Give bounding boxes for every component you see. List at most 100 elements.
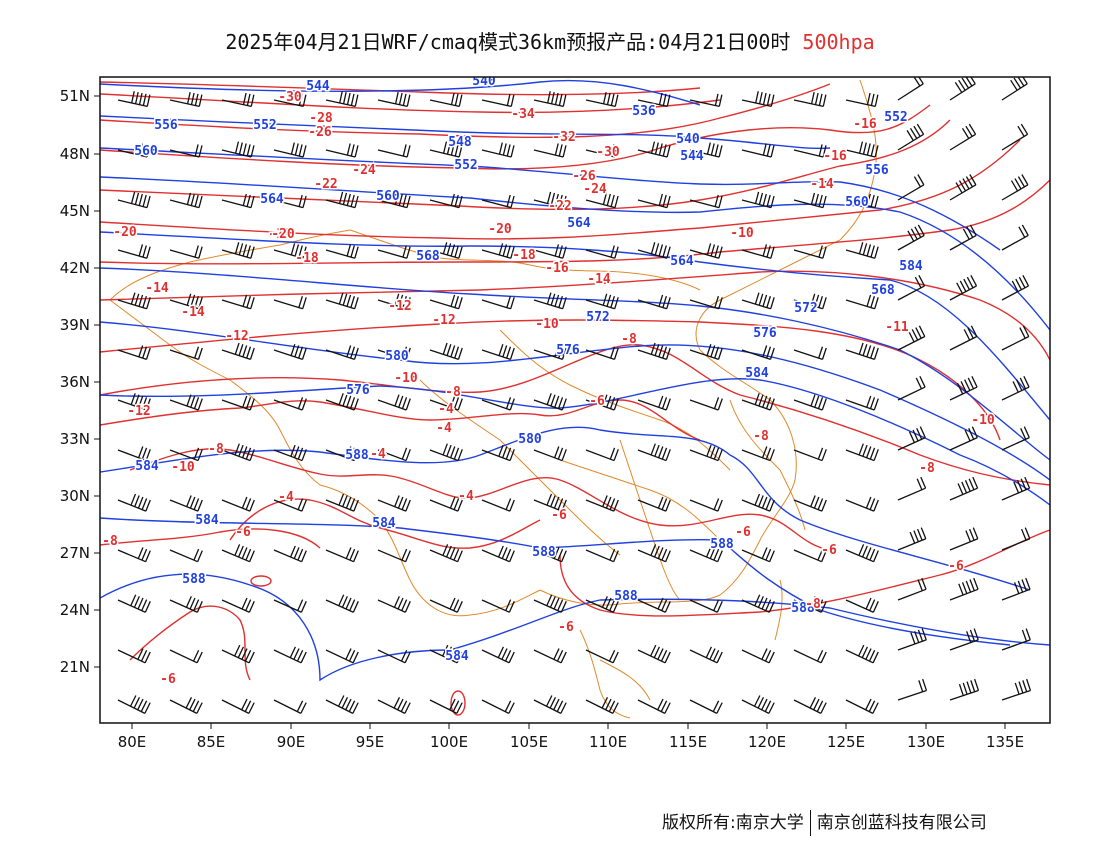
wind-barb (1001, 678, 1032, 701)
wind-barb (117, 143, 151, 158)
lat-tick-label: 21N (60, 658, 90, 676)
temperature-isotherm (450, 690, 466, 716)
wind-barb (273, 194, 307, 209)
wind-barb (273, 545, 307, 563)
wind-barb (481, 142, 515, 158)
lon-tick-label: 125E (827, 733, 865, 751)
wind-barb (897, 275, 926, 301)
wind-barb (793, 346, 827, 361)
temperature-isotherm (100, 319, 1001, 441)
temperature-contour-label: -28 (309, 111, 333, 126)
wind-barb (169, 192, 203, 209)
wind-barb (533, 446, 567, 462)
wind-barb (429, 342, 463, 361)
wind-barb (533, 191, 567, 209)
height-contour-label: 556 (154, 118, 178, 133)
wind-barb (325, 91, 359, 108)
height-contour-label: 584 (745, 366, 769, 381)
wind-barb (741, 547, 775, 563)
temperature-contour-label: -26 (572, 169, 596, 184)
lat-tick-label: 51N (60, 87, 90, 105)
pressure-level-label: 500hpa (802, 30, 875, 54)
wind-barb (793, 293, 827, 310)
wind-barb (221, 496, 255, 512)
height-contour-label: 560 (845, 195, 869, 210)
wind-barb (845, 544, 879, 563)
boundary-line (579, 629, 631, 719)
wind-barb (741, 594, 775, 613)
wind-barb (169, 548, 203, 563)
wind-barb (169, 596, 203, 613)
temperature-contour-label: -32 (552, 130, 575, 145)
wind-barb (637, 193, 671, 209)
height-contour (100, 573, 1050, 682)
temperature-contour-label: -16 (545, 261, 569, 276)
wind-barb (585, 596, 619, 613)
wind-barb (689, 444, 723, 462)
wind-barb (273, 397, 307, 411)
temperature-contour-label: -12 (225, 329, 248, 344)
wind-barb (793, 192, 827, 209)
temperature-contour-label: -22 (314, 177, 337, 192)
lat-tick-label: 39N (60, 316, 90, 334)
wind-barb (377, 346, 411, 361)
lon-tick-label: 95E (356, 733, 385, 751)
wind-barb (325, 143, 359, 158)
temperature-contour-label: -8 (102, 534, 118, 549)
temperature-contour-label: -16 (823, 149, 847, 164)
wind-barb (273, 699, 307, 714)
wind-barb (481, 397, 515, 411)
height-contour-label: 584 (372, 516, 396, 531)
wind-barb (429, 242, 463, 259)
boundary-line (349, 229, 701, 291)
geopotential-height-contours (100, 79, 1050, 682)
lon-tick-label: 105E (510, 733, 548, 751)
lon-tick-label: 120E (748, 733, 786, 751)
temperature-isotherm (100, 399, 701, 441)
temperature-contour-label: -12 (127, 404, 150, 419)
wind-barb (429, 698, 463, 714)
height-contour-label: 576 (556, 343, 580, 358)
wind-barb (1001, 628, 1031, 651)
lon-tick-label: 110E (589, 733, 627, 751)
wind-barb (429, 544, 463, 563)
wind-barb (845, 92, 879, 108)
wind-barb (117, 695, 151, 714)
height-contour (100, 426, 1031, 591)
wind-barb (117, 547, 151, 563)
temperature-contour-label: -6 (589, 394, 605, 409)
wind-barb (221, 242, 255, 259)
wind-barb (481, 646, 515, 664)
wind-barb (169, 696, 203, 714)
copyright-notice: 版权所有:南京大学 南京创蓝科技有限公司 (662, 808, 987, 836)
wind-barb (117, 594, 151, 613)
title-main: 2025年04月21日WRF/cmaq模式36km预报产品:04月21日00时 (225, 30, 791, 54)
wind-barb (169, 293, 203, 310)
temperature-isotherm (100, 528, 321, 549)
wind-barb (741, 143, 775, 158)
height-contour-label: 584 (445, 649, 469, 664)
wind-barb (793, 91, 827, 108)
temperature-contour-label: -16 (853, 117, 877, 132)
wind-barb (377, 596, 411, 613)
wind-barb (325, 191, 359, 209)
height-contour-label: 572 (794, 301, 817, 316)
wind-barb (897, 476, 927, 501)
wind-barb (377, 447, 411, 462)
wind-barb (897, 123, 925, 151)
wind-barb (117, 493, 151, 512)
wind-barb (845, 496, 879, 512)
wind-barb (585, 91, 619, 108)
copyright-right: 南京创蓝科技有限公司 (816, 813, 987, 833)
wind-barb (845, 294, 879, 310)
wind-barb (481, 93, 515, 108)
height-contour-label: 548 (448, 135, 472, 150)
temperature-contour-label: -14 (810, 177, 834, 192)
wind-barb (533, 695, 567, 714)
height-contour (100, 321, 1050, 481)
wind-barb (169, 447, 203, 462)
wind-barb (429, 496, 463, 512)
wind-barb (793, 394, 827, 411)
height-contour-label: 572 (586, 310, 609, 325)
wind-barb (897, 628, 927, 651)
